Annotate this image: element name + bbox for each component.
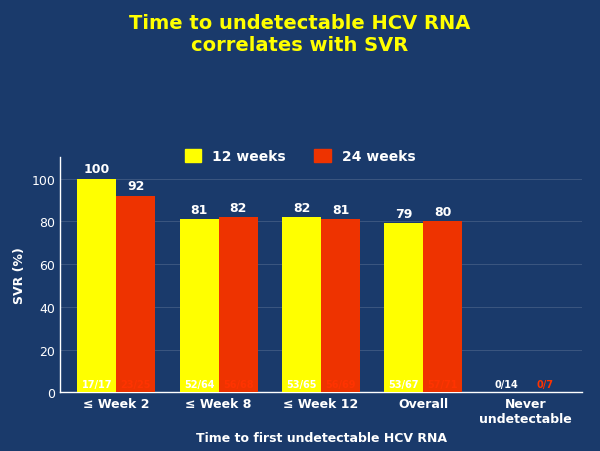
Text: 0/7: 0/7	[536, 379, 554, 389]
Text: 52/64: 52/64	[184, 379, 214, 389]
Text: 57/71: 57/71	[428, 379, 458, 389]
Text: 81: 81	[332, 203, 349, 216]
Bar	[180, 220, 218, 392]
Text: Time to undetectable HCV RNA
correlates with SVR: Time to undetectable HCV RNA correlates …	[130, 14, 470, 55]
Bar	[218, 217, 257, 392]
Text: 23/25: 23/25	[121, 379, 151, 389]
Text: 56/69: 56/69	[325, 379, 356, 389]
Text: 56/68: 56/68	[223, 379, 253, 389]
Text: 17/17: 17/17	[82, 379, 112, 389]
Bar	[385, 224, 424, 392]
Text: 81: 81	[191, 203, 208, 216]
Bar	[282, 217, 321, 392]
X-axis label: Time to first undetectable HCV RNA: Time to first undetectable HCV RNA	[196, 431, 446, 444]
Bar	[321, 220, 360, 392]
Legend: 12 weeks, 24 weeks: 12 weeks, 24 weeks	[179, 144, 421, 170]
Text: 80: 80	[434, 206, 451, 219]
Text: 0/14: 0/14	[494, 379, 518, 389]
Bar	[424, 222, 462, 392]
Bar	[77, 179, 116, 392]
Bar	[116, 196, 155, 392]
Text: 53/65: 53/65	[286, 379, 317, 389]
Y-axis label: SVR (%): SVR (%)	[13, 247, 26, 304]
Text: 100: 100	[84, 163, 110, 176]
Text: 79: 79	[395, 208, 413, 221]
Text: 82: 82	[293, 202, 310, 214]
Text: 53/67: 53/67	[389, 379, 419, 389]
Text: 92: 92	[127, 180, 145, 193]
Text: 82: 82	[229, 202, 247, 214]
